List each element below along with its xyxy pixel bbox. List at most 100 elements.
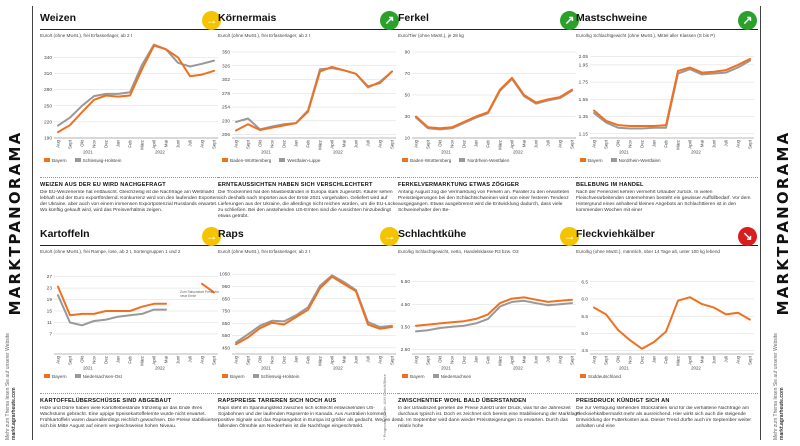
x-tick-label: Juli — [724, 140, 729, 147]
panel-header: Körnermais ↗ — [218, 10, 400, 30]
y-tick-label: 230 — [222, 118, 230, 124]
x-tick-label: Aug — [558, 355, 563, 363]
x-tick-label: Feb — [306, 355, 311, 363]
sidebar-website-url[interactable]: markt.agrarheute.com — [11, 387, 17, 440]
story-headline: WEIZEN AUS DER EU WIRD NACHGEFRAGT — [40, 182, 166, 188]
y-tick-label: 10 — [405, 136, 411, 142]
y-tick-label: 650 — [222, 321, 230, 327]
legend-swatch — [459, 158, 466, 162]
price-chart: 4.5 5.0 5.5 6.0 6.5 Aug Sept Okt Nov Dez Jan Feb Mär… — [576, 266, 758, 371]
x-tick-label: März — [498, 140, 503, 150]
unit-label: Euro/t (ohne MwSt.), frei Erfasserlager,… — [218, 33, 311, 38]
x-tick-label: Mai — [522, 140, 527, 147]
x-tick-label: April — [688, 356, 693, 365]
y-tick-label: 3.50 — [401, 324, 411, 330]
year-label: 2022 — [691, 150, 701, 155]
x-tick-label: Nov — [450, 355, 455, 364]
legend-item: Süddeutschland — [580, 374, 621, 379]
x-tick-label: Sept — [748, 139, 753, 149]
x-tick-label: Jan — [652, 355, 657, 363]
sidebar-website-url[interactable]: markt.agrarheute.com — [779, 387, 785, 440]
chart-svg: 190 220 250 280 310 340 Aug Sept Okt Nov Dez Jan Feb… — [44, 43, 218, 155]
x-tick-label: Sept — [68, 355, 73, 365]
series-line-bayern — [57, 285, 167, 317]
y-tick-label: 250 — [44, 103, 52, 109]
x-tick-label: Sept — [748, 355, 753, 365]
x-tick-label: April — [330, 140, 335, 149]
legend-swatch — [402, 374, 408, 378]
chart-svg: 4.5 5.0 5.5 6.0 6.5 Aug Sept Okt Nov Dez Jan Feb Mär… — [581, 279, 754, 371]
year-label: 2022 — [513, 150, 523, 155]
y-tick-label: 50 — [405, 93, 411, 99]
price-chart: 190 220 250 280 310 340 Aug Sept Okt Nov Dez Jan Feb… — [40, 43, 222, 155]
y-tick-label: 280 — [44, 87, 52, 93]
x-tick-label: Okt — [80, 139, 85, 147]
unit-label: Euro/kg Schlachtgewicht (ohne MwSt.), Mi… — [576, 33, 715, 38]
x-tick-label: Juli — [724, 356, 729, 363]
y-tick-label: 70 — [405, 71, 411, 77]
x-tick-label: April — [510, 140, 515, 149]
year-label: 2021 — [441, 366, 451, 371]
unit-label: Euro/t (ohne MwSt.), frei Erfasserlager,… — [40, 33, 133, 38]
y-tick-label: 190 — [44, 136, 52, 142]
x-tick-label: Aug — [56, 355, 61, 363]
panel-title: Kartoffeln — [40, 228, 90, 240]
x-tick-label: Mai — [700, 356, 705, 363]
x-tick-label: Juni — [712, 140, 717, 148]
story-body: Nach der Ferienzeit kehren vermehrt Urla… — [576, 190, 751, 213]
chart-legend: Süddeutschland — [580, 372, 621, 380]
panel-title: Raps — [218, 228, 244, 240]
right-arrow-icon: → — [202, 227, 221, 246]
x-tick-label: April — [152, 140, 157, 149]
price-chart: 2.50 3.50 4.50 5.50 Aug Sept Okt Nov Dez Jan Feb Mä… — [398, 266, 580, 371]
story-headline: FERKELVERMARKTUNG ETWAS ZÖGIGER — [398, 182, 520, 188]
x-tick-label: Nov — [450, 139, 455, 148]
divider — [218, 393, 400, 394]
series-line-süddeutschland — [593, 296, 751, 350]
right-divider — [760, 6, 761, 440]
y-tick-label: 206 — [222, 132, 230, 138]
y-tick-label: 340 — [44, 55, 52, 61]
x-tick-label: Aug — [234, 355, 239, 363]
divider — [218, 177, 400, 178]
story-body: Die EU-Weizenernte hat enttäuscht. Gleic… — [40, 190, 219, 213]
x-tick-label: Mai — [342, 356, 347, 363]
series-line-niedersachsen — [415, 299, 573, 333]
x-tick-label: Aug — [234, 139, 239, 147]
x-tick-label: April — [330, 356, 335, 365]
x-tick-label: Dez — [640, 356, 645, 364]
x-tick-label: März — [676, 356, 681, 366]
divider — [398, 393, 580, 394]
panel-körnermais: Körnermais ↗ Euro/t (ohne MwSt.), frei E… — [218, 10, 400, 224]
x-tick-label: Aug — [56, 139, 61, 147]
story-headline: KARTOFFELÜBERSCHÜSSE SIND ABGEBAUT — [40, 398, 172, 404]
x-tick-label: Sept — [570, 355, 575, 365]
y-tick-label: 15 — [47, 309, 53, 315]
y-tick-label: 350 — [222, 50, 230, 56]
chart-svg: 450 550 650 750 850 950 1050 Aug Sept Okt Nov Dez Ja… — [219, 272, 396, 371]
left-divider — [32, 6, 33, 440]
chart-note: Zum Saisonstart Preise für neue Ernte — [180, 290, 220, 298]
x-tick-label: Sept — [604, 139, 609, 149]
x-tick-label: März — [140, 356, 145, 366]
panel-mastschweine: Mastschweine ↗ Euro/kg Schlachtgewicht (… — [576, 10, 758, 224]
x-tick-label: Juli — [188, 140, 193, 147]
story-body: Die Trockenheit hat den Maisbeständen in… — [218, 190, 398, 219]
divider — [398, 177, 580, 178]
legend-item: Bayern — [222, 374, 245, 379]
chart-legend: Bayern Niedersachsen-Ost — [44, 372, 122, 380]
x-tick-label: Juni — [176, 356, 181, 364]
legend-swatch — [222, 158, 228, 162]
x-tick-label: Sept — [212, 355, 217, 365]
y-tick-label: 1.15 — [579, 131, 589, 137]
x-tick-label: Mai — [700, 140, 705, 147]
x-tick-label: Juni — [534, 140, 539, 148]
legend-label: Süddeutschland — [588, 373, 621, 379]
x-tick-label: Okt — [258, 355, 263, 363]
x-tick-label: Nov — [628, 139, 633, 148]
x-tick-label: Feb — [128, 139, 133, 147]
x-tick-label: Sept — [246, 355, 251, 365]
legend-label: Bayern — [52, 157, 67, 163]
unit-label: Euro/t (ohne MwSt.), frei Rampe, lose, a… — [40, 249, 181, 254]
y-tick-label: 220 — [44, 119, 52, 125]
